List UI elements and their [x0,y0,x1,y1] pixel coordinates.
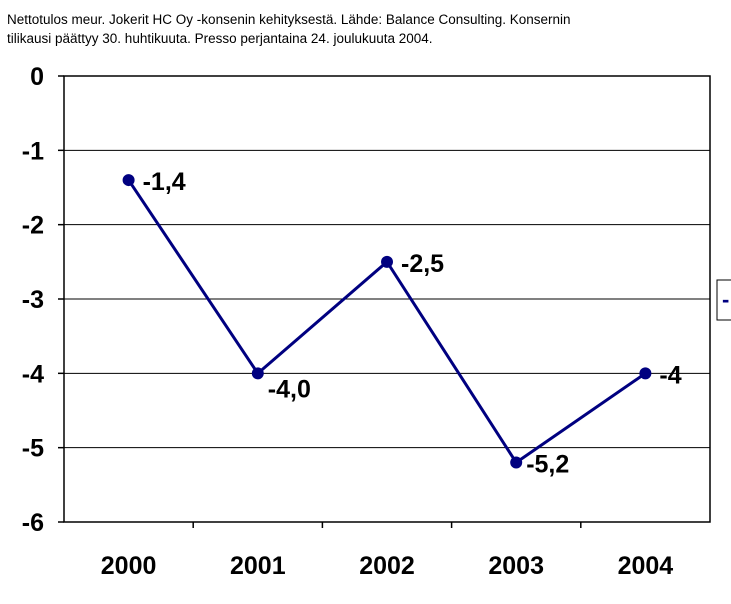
x-tick-label: 2003 [488,552,544,580]
x-tick-label: 2004 [618,552,674,580]
data-label: -4 [659,361,681,389]
x-tick-label: 2002 [359,552,415,580]
legend-box [716,279,731,321]
legend: - [716,279,731,321]
y-tick-label: 0 [30,63,44,91]
y-tick-label: -2 [22,212,44,240]
series-line [122,174,652,469]
x-tick-label: 2001 [230,552,286,580]
y-tick-label: -5 [22,435,44,463]
gridlines [64,149,710,449]
data-label: -5,2 [526,451,569,479]
chart-caption: Nettotulos meur. Jokerit HC Oy -konsenin… [7,12,571,46]
data-point [251,367,264,380]
data-point [122,174,135,187]
data-point [381,255,393,268]
y-axis: 0 -1 -2 -3 -4 -5 -6 [22,63,64,537]
data-label: -2,5 [401,250,444,278]
data-point [510,456,523,469]
data-label: -4,0 [268,375,311,403]
x-tick-label: 2000 [101,552,157,580]
y-tick-label: -4 [22,360,44,388]
series-path [127,179,647,465]
data-label: -1,4 [143,168,186,196]
y-tick-label: -6 [22,509,44,537]
data-point [639,367,652,380]
data-labels: -1,4 -4,0 -2,5 -5,2 -4 [143,168,682,478]
y-tick-label: -3 [22,286,44,314]
y-tick-label: -1 [22,137,44,165]
x-axis: 2000 2001 2002 2003 2004 [101,522,674,580]
legend-entry: - [722,287,729,312]
